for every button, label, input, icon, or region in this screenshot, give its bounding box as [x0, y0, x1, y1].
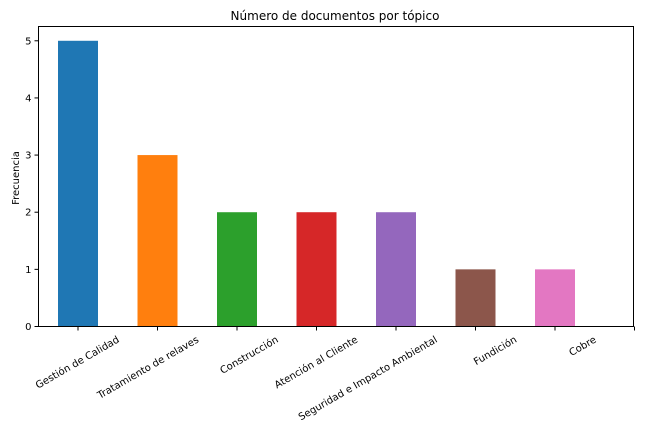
y-tick-label: 2 [25, 208, 31, 219]
chart-title: Número de documentos por tópico [231, 9, 440, 23]
x-tick-label: Seguridad e Impacto Ambiental [297, 335, 440, 424]
bar-6 [535, 269, 575, 327]
bar-2 [217, 212, 257, 327]
y-ticks-group: 0 1 2 3 4 5 [25, 36, 39, 333]
y-tick-label: 5 [25, 36, 31, 47]
bar-4 [376, 212, 416, 327]
bar-5 [455, 269, 496, 327]
y-axis-label: Frecuencia [11, 151, 22, 205]
bar-0 [58, 40, 98, 327]
bar-3 [296, 212, 337, 327]
x-tick-label: Atención al Cliente [272, 334, 360, 391]
y-tick-label: 4 [25, 93, 31, 104]
x-tick-label: Construcción [218, 334, 281, 377]
y-tick-label: 1 [25, 265, 31, 276]
y-tick-label: 3 [25, 151, 31, 162]
y-tick-label: 0 [25, 322, 31, 333]
x-tick-label: Cobre [567, 335, 598, 359]
plot-frame [38, 26, 634, 327]
bar-1 [137, 155, 178, 327]
x-tick-label: Fundición [472, 334, 519, 368]
x-tick-label: Gestión de Calidad [34, 334, 122, 392]
bars-group [58, 40, 575, 327]
